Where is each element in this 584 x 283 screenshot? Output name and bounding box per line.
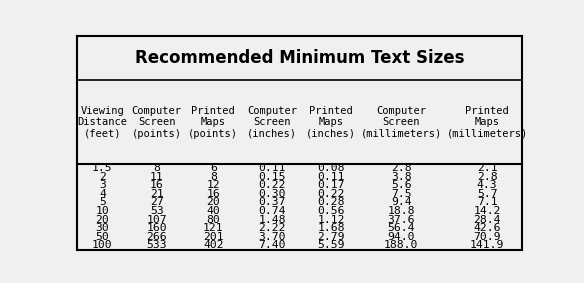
Text: 266: 266 xyxy=(147,232,167,242)
Text: 0.74: 0.74 xyxy=(258,206,286,216)
Text: 0.56: 0.56 xyxy=(317,206,345,216)
Text: 0.30: 0.30 xyxy=(258,189,286,199)
Text: 160: 160 xyxy=(147,223,167,233)
Text: 9.4: 9.4 xyxy=(391,197,412,207)
Text: 94.0: 94.0 xyxy=(387,232,415,242)
Text: 2.1: 2.1 xyxy=(477,163,498,173)
Text: 1.48: 1.48 xyxy=(258,215,286,225)
Text: 8: 8 xyxy=(153,163,160,173)
Text: 2.79: 2.79 xyxy=(317,232,345,242)
Text: 0.22: 0.22 xyxy=(317,189,345,199)
Text: 8: 8 xyxy=(210,171,217,181)
Text: 0.08: 0.08 xyxy=(317,163,345,173)
Text: 5: 5 xyxy=(99,197,106,207)
Text: 21: 21 xyxy=(150,189,164,199)
Text: 141.9: 141.9 xyxy=(470,240,505,250)
Text: 7.40: 7.40 xyxy=(258,240,286,250)
Text: 0.15: 0.15 xyxy=(258,171,286,181)
Text: 50: 50 xyxy=(96,232,109,242)
Text: 53: 53 xyxy=(150,206,164,216)
Text: 7.5: 7.5 xyxy=(391,189,412,199)
Text: 7.1: 7.1 xyxy=(477,197,498,207)
Text: 14.2: 14.2 xyxy=(474,206,501,216)
Text: 3.8: 3.8 xyxy=(391,171,412,181)
Text: 2: 2 xyxy=(99,171,106,181)
Text: 0.37: 0.37 xyxy=(258,197,286,207)
Text: Computer
Screen
(points): Computer Screen (points) xyxy=(132,106,182,139)
Text: 4: 4 xyxy=(99,189,106,199)
Text: 0.17: 0.17 xyxy=(317,180,345,190)
Text: Viewing
Distance
(feet): Viewing Distance (feet) xyxy=(78,106,127,139)
Text: Printed
Maps
(points): Printed Maps (points) xyxy=(188,106,238,139)
Text: 70.9: 70.9 xyxy=(474,232,501,242)
Text: 121: 121 xyxy=(203,223,224,233)
Text: 402: 402 xyxy=(203,240,224,250)
Text: 42.6: 42.6 xyxy=(474,223,501,233)
Text: 16: 16 xyxy=(150,180,164,190)
Text: 37.6: 37.6 xyxy=(387,215,415,225)
Text: 30: 30 xyxy=(96,223,109,233)
Text: Printed
Maps
(inches): Printed Maps (inches) xyxy=(306,106,356,139)
Text: 2.8: 2.8 xyxy=(477,171,498,181)
Text: Printed
Maps
(millimeters): Printed Maps (millimeters) xyxy=(447,106,528,139)
Text: 188.0: 188.0 xyxy=(384,240,418,250)
Text: 5.59: 5.59 xyxy=(317,240,345,250)
Text: 3: 3 xyxy=(99,180,106,190)
Text: 1.68: 1.68 xyxy=(317,223,345,233)
Text: 27: 27 xyxy=(150,197,164,207)
Text: 6: 6 xyxy=(210,163,217,173)
Text: Recommended Minimum Text Sizes: Recommended Minimum Text Sizes xyxy=(134,49,464,67)
Text: Computer
Screen
(millimeters): Computer Screen (millimeters) xyxy=(360,106,442,139)
Text: 16: 16 xyxy=(206,189,220,199)
Text: 40: 40 xyxy=(206,206,220,216)
Text: 4.3: 4.3 xyxy=(477,180,498,190)
Text: 1.12: 1.12 xyxy=(317,215,345,225)
Text: 2.22: 2.22 xyxy=(258,223,286,233)
Text: 20: 20 xyxy=(96,215,109,225)
Text: 107: 107 xyxy=(147,215,167,225)
Text: 1.5: 1.5 xyxy=(92,163,113,173)
Text: 2.8: 2.8 xyxy=(391,163,412,173)
Text: 0.22: 0.22 xyxy=(258,180,286,190)
Text: 533: 533 xyxy=(147,240,167,250)
Text: 10: 10 xyxy=(96,206,109,216)
Text: 56.4: 56.4 xyxy=(387,223,415,233)
Text: 20: 20 xyxy=(206,197,220,207)
Text: 0.11: 0.11 xyxy=(317,171,345,181)
Text: 201: 201 xyxy=(203,232,224,242)
Text: 18.8: 18.8 xyxy=(387,206,415,216)
Text: 11: 11 xyxy=(150,171,164,181)
Text: 5.6: 5.6 xyxy=(391,180,412,190)
Text: 12: 12 xyxy=(206,180,220,190)
Text: 0.28: 0.28 xyxy=(317,197,345,207)
Text: 80: 80 xyxy=(206,215,220,225)
Text: 100: 100 xyxy=(92,240,113,250)
Text: 5.7: 5.7 xyxy=(477,189,498,199)
Text: 28.4: 28.4 xyxy=(474,215,501,225)
Text: Computer
Screen
(inches): Computer Screen (inches) xyxy=(247,106,297,139)
Text: 0.11: 0.11 xyxy=(258,163,286,173)
Text: 3.70: 3.70 xyxy=(258,232,286,242)
